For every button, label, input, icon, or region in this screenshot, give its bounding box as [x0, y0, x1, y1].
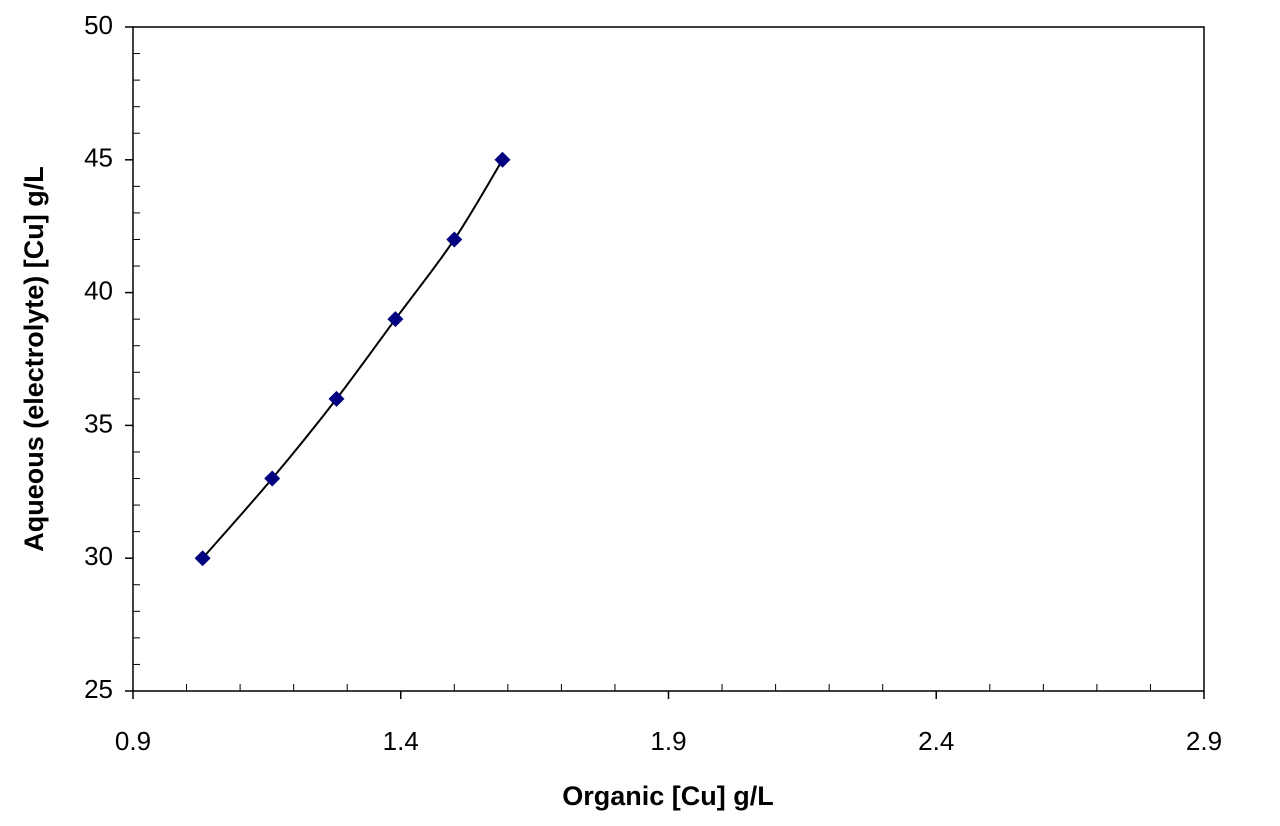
marker [194, 550, 211, 567]
x-tick-label: 1.4 [383, 726, 419, 756]
x-tick-label: 1.9 [650, 726, 686, 756]
x-tick-label: 0.9 [115, 726, 151, 756]
marker [494, 151, 511, 168]
trend-line [201, 159, 504, 559]
y-tick-label: 40 [84, 275, 113, 305]
y-tick-label: 50 [84, 10, 113, 40]
marker [446, 231, 463, 248]
x-axis-title: Organic [Cu] g/L [562, 781, 774, 811]
y-tick-label: 30 [84, 541, 113, 571]
x-tick-label: 2.9 [1186, 726, 1222, 756]
y-axis-title: Aqueous (electrolyte) [Cu] g/L [19, 166, 49, 552]
y-tick-label: 25 [84, 674, 113, 704]
y-tick-label: 35 [84, 408, 113, 438]
x-tick-label: 2.4 [918, 726, 954, 756]
marker [328, 390, 345, 407]
y-tick-label: 45 [84, 143, 113, 173]
marker [387, 311, 404, 328]
marker [264, 470, 281, 487]
plot-area [132, 26, 1205, 692]
